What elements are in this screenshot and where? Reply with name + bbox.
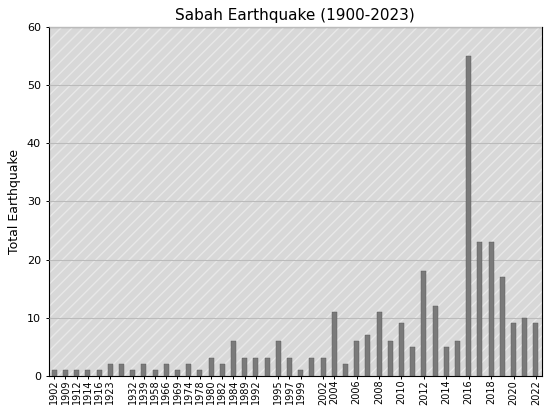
Bar	[175, 370, 180, 376]
Title: Sabah Earthquake (1900-2023): Sabah Earthquake (1900-2023)	[175, 8, 415, 23]
Bar	[276, 341, 281, 376]
Bar	[141, 364, 146, 376]
Bar	[377, 312, 382, 376]
Bar	[74, 370, 79, 376]
Bar	[298, 370, 303, 376]
Bar	[97, 370, 102, 376]
Bar	[399, 323, 404, 376]
Bar	[309, 358, 315, 376]
Bar	[488, 242, 493, 376]
Bar	[208, 358, 213, 376]
Bar	[332, 312, 337, 376]
Bar	[534, 323, 538, 376]
Bar	[164, 364, 169, 376]
Bar	[265, 358, 270, 376]
Bar	[477, 242, 482, 376]
Bar	[444, 347, 449, 376]
Bar	[152, 370, 158, 376]
Bar	[130, 370, 135, 376]
Bar	[343, 364, 348, 376]
Bar	[108, 364, 113, 376]
Bar	[186, 364, 191, 376]
Bar	[433, 306, 438, 376]
Bar	[197, 370, 202, 376]
Bar	[500, 277, 505, 376]
Bar	[511, 323, 516, 376]
Bar	[287, 358, 292, 376]
Bar	[85, 370, 90, 376]
Bar	[522, 318, 527, 376]
Bar	[354, 341, 359, 376]
Bar	[455, 341, 460, 376]
Bar	[52, 370, 57, 376]
Bar	[242, 358, 247, 376]
Bar	[220, 364, 225, 376]
Bar	[388, 341, 393, 376]
Bar	[231, 341, 236, 376]
Bar	[321, 358, 326, 376]
Bar	[63, 370, 68, 376]
Bar	[421, 271, 426, 376]
Y-axis label: Total Earthquake: Total Earthquake	[8, 149, 21, 254]
Bar	[254, 358, 258, 376]
Bar	[119, 364, 124, 376]
Bar	[466, 56, 471, 376]
Bar	[365, 335, 370, 376]
Bar	[410, 347, 415, 376]
